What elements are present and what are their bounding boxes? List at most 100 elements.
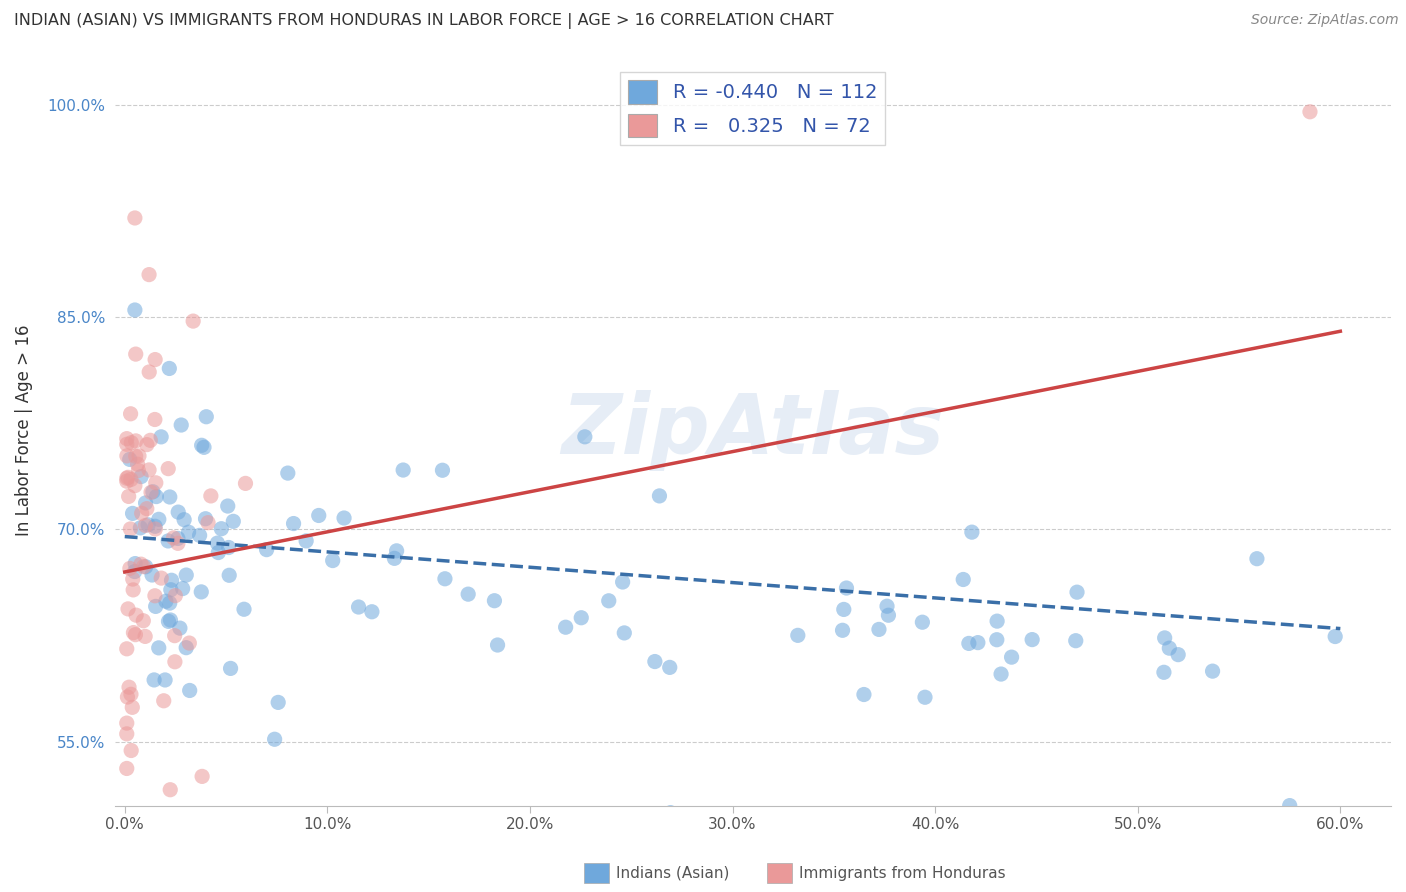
Point bbox=[162, 531, 184, 545]
Point bbox=[132, 614, 155, 628]
Point bbox=[143, 589, 166, 603]
Point bbox=[142, 484, 165, 499]
Point bbox=[986, 614, 1008, 628]
Point bbox=[574, 430, 596, 444]
Point bbox=[277, 466, 299, 480]
Point bbox=[235, 476, 257, 491]
Point bbox=[174, 640, 197, 655]
Point bbox=[218, 568, 240, 582]
Point bbox=[648, 489, 671, 503]
Point bbox=[115, 432, 138, 446]
Point bbox=[132, 559, 155, 574]
Point bbox=[1000, 650, 1022, 665]
Point bbox=[118, 561, 141, 575]
Point bbox=[122, 582, 145, 597]
Point bbox=[876, 599, 898, 614]
Point bbox=[118, 680, 141, 694]
Point bbox=[179, 683, 201, 698]
Point bbox=[333, 511, 356, 525]
Point bbox=[190, 438, 212, 452]
Point bbox=[115, 437, 138, 451]
Point bbox=[117, 690, 139, 704]
Point bbox=[295, 533, 318, 548]
Point bbox=[143, 352, 166, 367]
Point bbox=[124, 565, 146, 579]
Point bbox=[598, 594, 620, 608]
Point bbox=[143, 519, 166, 533]
Point bbox=[986, 632, 1008, 647]
Point bbox=[120, 435, 142, 450]
Point bbox=[120, 848, 142, 863]
Point bbox=[200, 489, 222, 503]
Point bbox=[219, 661, 242, 675]
Point bbox=[209, 522, 232, 536]
Point bbox=[1153, 631, 1175, 645]
Point bbox=[115, 471, 138, 485]
Point bbox=[233, 602, 256, 616]
Point bbox=[392, 463, 415, 477]
Point bbox=[152, 814, 174, 829]
Point bbox=[118, 452, 141, 467]
Point bbox=[127, 457, 149, 471]
Point bbox=[115, 474, 138, 488]
Point bbox=[135, 437, 157, 451]
Point bbox=[659, 805, 682, 820]
Point bbox=[165, 589, 187, 603]
Point bbox=[159, 596, 181, 610]
Point bbox=[122, 625, 145, 640]
Text: Indians (Asian): Indians (Asian) bbox=[616, 866, 730, 880]
Point bbox=[256, 542, 278, 557]
Point bbox=[877, 608, 900, 623]
Point bbox=[283, 516, 305, 531]
Point bbox=[644, 655, 666, 669]
Point bbox=[177, 525, 200, 540]
Point bbox=[127, 464, 149, 478]
Point bbox=[207, 536, 229, 550]
Point bbox=[952, 573, 974, 587]
Point bbox=[267, 695, 290, 709]
Point bbox=[484, 593, 506, 607]
Point bbox=[217, 499, 239, 513]
Y-axis label: In Labor Force | Age > 16: In Labor Force | Age > 16 bbox=[15, 325, 32, 536]
Point bbox=[157, 361, 180, 376]
Point bbox=[569, 611, 592, 625]
Point bbox=[167, 532, 190, 546]
Point bbox=[990, 667, 1012, 681]
Point bbox=[433, 572, 456, 586]
Point bbox=[120, 407, 142, 421]
Point bbox=[385, 544, 408, 558]
Point bbox=[125, 434, 148, 448]
Point bbox=[143, 522, 166, 536]
Point bbox=[173, 513, 195, 527]
Point bbox=[322, 553, 344, 567]
Point bbox=[117, 470, 139, 484]
Point bbox=[124, 303, 146, 318]
Point bbox=[1201, 664, 1223, 678]
Point bbox=[1064, 633, 1087, 648]
Point bbox=[194, 512, 217, 526]
Point bbox=[120, 687, 142, 701]
Point bbox=[190, 585, 212, 599]
Point bbox=[174, 568, 197, 582]
Point bbox=[135, 496, 157, 510]
Point bbox=[179, 636, 201, 650]
Point bbox=[159, 613, 181, 627]
Point bbox=[222, 514, 245, 528]
Point bbox=[129, 841, 152, 855]
Point bbox=[160, 574, 183, 588]
Point bbox=[138, 365, 160, 379]
Point bbox=[347, 600, 370, 615]
Point bbox=[155, 594, 177, 608]
Point bbox=[143, 412, 166, 426]
Point bbox=[145, 599, 167, 614]
Point bbox=[145, 475, 167, 490]
Point bbox=[121, 700, 143, 714]
Point bbox=[361, 605, 384, 619]
Point bbox=[172, 582, 194, 596]
Point bbox=[786, 628, 808, 642]
Point bbox=[157, 533, 180, 548]
Point bbox=[115, 449, 138, 463]
Point bbox=[1246, 551, 1268, 566]
Point bbox=[129, 521, 152, 535]
Point bbox=[136, 517, 159, 532]
